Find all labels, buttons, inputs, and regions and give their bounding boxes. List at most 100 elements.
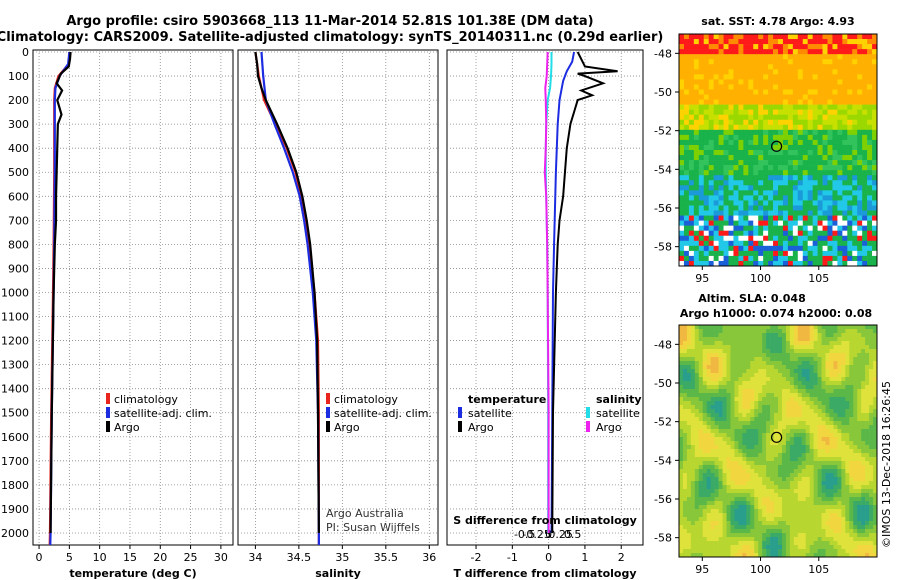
sla-cell — [686, 549, 692, 554]
sst-cell — [733, 34, 739, 40]
sst-cell — [698, 245, 705, 252]
sla-cell — [738, 377, 743, 382]
sla-cell — [861, 425, 866, 430]
sla-cell — [869, 549, 874, 554]
sla-cell — [845, 481, 850, 486]
sla-cell — [801, 545, 807, 550]
sla-cell — [778, 357, 783, 362]
sla-cell — [730, 445, 735, 450]
sst-cell — [758, 190, 764, 196]
sla-cell — [722, 389, 727, 394]
sla-cell — [738, 477, 743, 482]
sla-cell — [702, 509, 708, 514]
sla-cell — [686, 337, 692, 342]
sst-cell — [817, 235, 823, 242]
sla-cell — [833, 429, 838, 434]
sla-cell — [837, 437, 842, 442]
sla-cell — [869, 449, 874, 454]
sst-cell — [802, 215, 808, 221]
sla-cell — [722, 401, 727, 406]
sla-cell — [679, 533, 684, 538]
sst-cell — [842, 190, 848, 196]
sla-cell — [702, 353, 708, 358]
sla-cell — [849, 481, 854, 486]
sla-cell — [774, 413, 779, 418]
sst-cell — [867, 144, 873, 151]
sst-cell — [763, 54, 769, 60]
sla-cell — [841, 357, 846, 362]
sla-cell — [710, 441, 715, 446]
sst-cell — [758, 165, 764, 171]
sst-cell — [797, 74, 804, 80]
sst-cell — [688, 79, 695, 85]
sla-cell — [754, 517, 759, 522]
sla-cell — [833, 505, 838, 510]
sla-cell — [758, 497, 763, 502]
sst-cell — [837, 210, 843, 216]
sst-cell — [763, 195, 769, 201]
sla-cell — [766, 465, 771, 470]
sst-cell — [723, 59, 729, 65]
sst-cell — [802, 94, 808, 100]
sla-cell — [730, 401, 735, 406]
sla-cell — [785, 425, 791, 430]
sla-cell — [797, 469, 803, 474]
x-tick-label: 34 — [248, 551, 262, 564]
sla-cell — [813, 349, 818, 354]
sla-cell — [785, 509, 791, 514]
sst-cell — [852, 150, 858, 156]
sst-cell — [738, 240, 744, 247]
sst-cell — [738, 180, 744, 186]
sst-cell — [703, 225, 709, 231]
sst-cell — [679, 89, 685, 95]
sla-cell — [857, 337, 862, 342]
sla-cell — [730, 541, 735, 546]
sla-cell — [785, 361, 791, 366]
sst-cell — [852, 170, 858, 176]
sla-cell — [690, 405, 696, 410]
sst-cell — [693, 190, 700, 196]
sst-cell — [763, 44, 769, 50]
sla-cell — [734, 401, 739, 406]
sst-cell — [683, 240, 690, 247]
sst-cell — [867, 165, 873, 171]
sla-cell — [762, 333, 767, 338]
sla-cell — [778, 461, 783, 466]
sst-cell — [748, 119, 754, 126]
sst-cell — [763, 129, 769, 136]
sst-cell — [733, 240, 739, 247]
sla-cell — [706, 469, 711, 474]
sla-cell — [793, 549, 799, 554]
sst-cell — [718, 129, 724, 136]
sst-cell — [693, 220, 700, 226]
sst-cell — [758, 94, 764, 100]
sla-cell — [714, 545, 719, 550]
sst-cell — [703, 69, 709, 75]
sst-cell — [679, 205, 685, 211]
sla-cell — [742, 393, 747, 398]
sla-cell — [690, 385, 696, 390]
sla-cell — [869, 353, 874, 358]
sla-cell — [714, 353, 719, 358]
sla-cell — [873, 425, 878, 430]
sla-cell — [718, 449, 723, 454]
sla-cell — [698, 345, 704, 350]
sst-cell — [778, 215, 784, 221]
sla-cell — [722, 453, 727, 458]
sst-cell — [718, 225, 724, 231]
sla-cell — [742, 441, 747, 446]
sla-cell — [706, 513, 711, 518]
sla-cell — [793, 409, 799, 414]
sla-cell — [706, 541, 711, 546]
sla-cell — [845, 501, 850, 506]
sla-cell — [821, 365, 826, 370]
sla-cell — [869, 409, 874, 414]
sla-cell — [702, 389, 708, 394]
sst-cell — [822, 155, 828, 161]
sst-cell — [708, 79, 714, 85]
sla-cell — [742, 541, 747, 546]
sla-cell — [726, 545, 731, 550]
sst-cell — [822, 104, 828, 110]
sst-cell — [758, 200, 764, 206]
sla-cell — [742, 377, 747, 382]
